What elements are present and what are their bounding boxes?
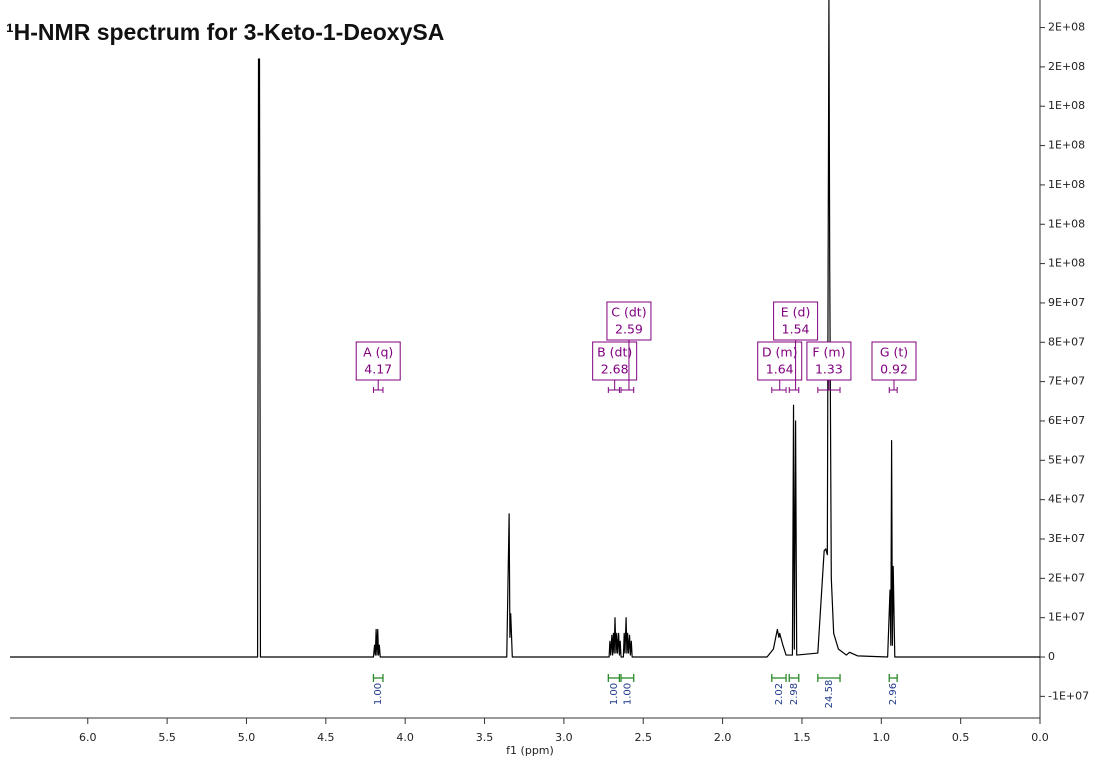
y-tick-label: 1E+08 xyxy=(1048,217,1085,230)
y-tick-label: 1E+08 xyxy=(1048,257,1085,270)
multiplet-label: C (dt) xyxy=(611,305,646,320)
y-tick-label: 2E+07 xyxy=(1048,571,1085,584)
multiplet-box xyxy=(606,301,652,341)
multiplet-shift: 1.54 xyxy=(782,322,810,337)
multiplet-box xyxy=(773,301,819,341)
integral-label: 24.58 xyxy=(824,680,835,709)
multiplet-box xyxy=(806,341,852,381)
y-tick-label: 1E+07 xyxy=(1048,611,1085,624)
y-tick-label: 2E+08 xyxy=(1048,60,1085,73)
x-tick-label: 5.5 xyxy=(158,731,176,744)
y-tick-label: 5E+07 xyxy=(1048,453,1085,466)
x-tick-label: 6.0 xyxy=(79,731,97,744)
multiplet-label: F (m) xyxy=(812,345,845,360)
multiplet-shift: 0.92 xyxy=(880,362,908,377)
x-tick-label: 3.5 xyxy=(476,731,494,744)
y-tick-label: 1E+08 xyxy=(1048,139,1085,152)
x-tick-label: 4.5 xyxy=(317,731,335,744)
multiplet-shift: 1.64 xyxy=(766,362,794,377)
multiplet-box xyxy=(871,341,917,381)
integral-label: 2.96 xyxy=(888,683,899,705)
multiplet-label: A (q) xyxy=(363,345,393,360)
multiplet-label: G (t) xyxy=(880,345,908,360)
multiplet-shift: 1.33 xyxy=(815,362,843,377)
multiplet-label: D (m) xyxy=(762,345,798,360)
multiplet-shift: 2.59 xyxy=(615,322,643,337)
x-axis-label: f1 (ppm) xyxy=(506,744,554,757)
x-tick-label: 1.0 xyxy=(873,731,891,744)
integral-label: 2.98 xyxy=(789,683,800,705)
y-tick-label: 6E+07 xyxy=(1048,414,1085,427)
y-tick-label: -1E+07 xyxy=(1048,689,1089,702)
x-tick-label: 0.5 xyxy=(952,731,970,744)
y-tick-label: 3E+07 xyxy=(1048,532,1085,545)
integral-label: 1.00 xyxy=(622,683,633,705)
x-tick-label: 3.0 xyxy=(555,731,573,744)
x-tick-label: 2.0 xyxy=(714,731,732,744)
spectrum-line xyxy=(10,0,1040,658)
x-tick-label: 2.5 xyxy=(634,731,652,744)
integral-label: 2.02 xyxy=(774,683,785,705)
chart-title: ¹H-NMR spectrum for 3-Keto-1-DeoxySA xyxy=(6,19,444,45)
multiplet-label: B (dt) xyxy=(597,345,632,360)
x-tick-label: 1.5 xyxy=(793,731,811,744)
x-tick-label: 4.0 xyxy=(396,731,414,744)
y-tick-label: 8E+07 xyxy=(1048,335,1085,348)
multiplet-shift: 2.68 xyxy=(601,362,629,377)
multiplet-box xyxy=(355,341,401,381)
multiplet-label: E (d) xyxy=(781,305,811,320)
x-tick-label: 5.0 xyxy=(238,731,256,744)
y-tick-label: 2E+08 xyxy=(1048,21,1085,34)
y-tick-label: 0 xyxy=(1048,650,1055,663)
multiplet-box xyxy=(757,341,803,381)
multiplet-shift: 4.17 xyxy=(364,362,392,377)
y-tick-label: 4E+07 xyxy=(1048,493,1085,506)
y-tick-label: 7E+07 xyxy=(1048,375,1085,388)
integral-label: 1.00 xyxy=(373,683,384,705)
y-tick-label: 1E+08 xyxy=(1048,99,1085,112)
y-tick-label: 1E+08 xyxy=(1048,178,1085,191)
integral-label: 1.00 xyxy=(609,683,620,705)
y-tick-label: 9E+07 xyxy=(1048,296,1085,309)
x-tick-label: 0.0 xyxy=(1031,731,1049,744)
